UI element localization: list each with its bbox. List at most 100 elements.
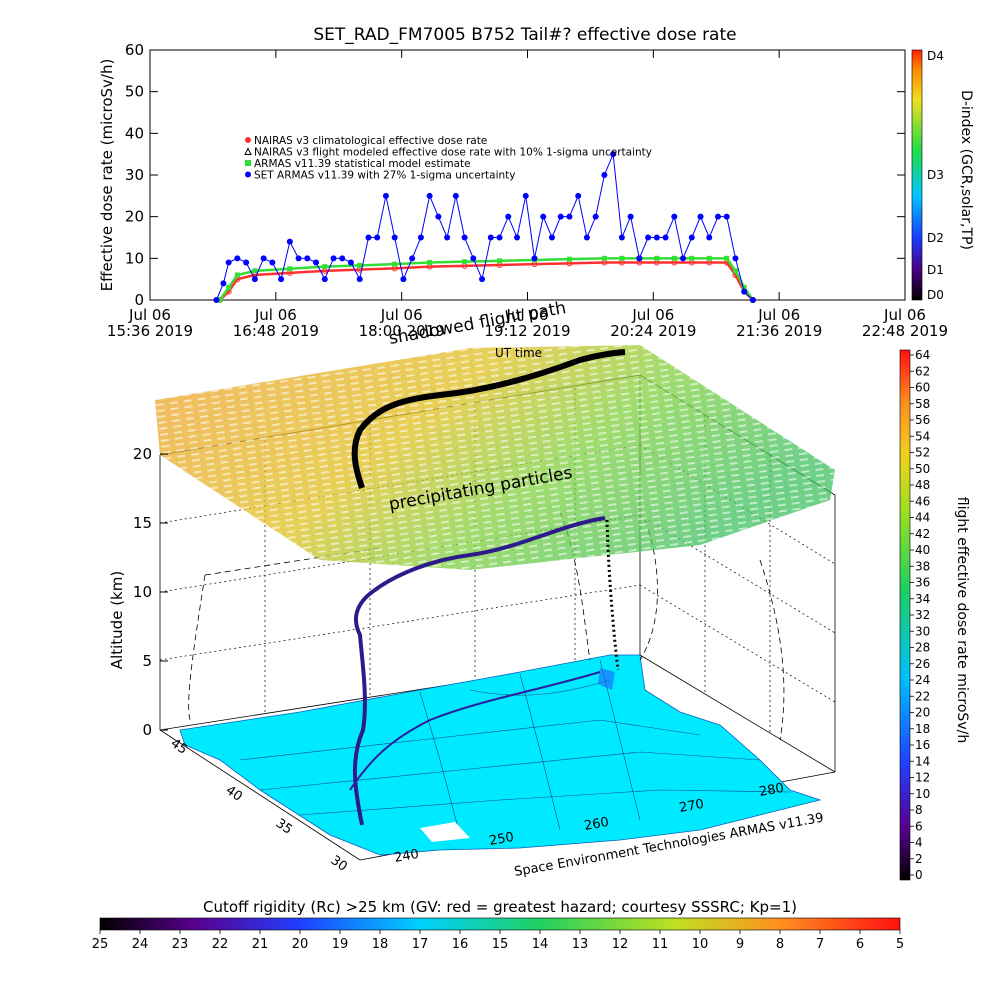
data-point <box>531 255 538 262</box>
x-tick-label-date: Jul 06 <box>254 306 297 324</box>
data-point <box>225 259 232 266</box>
data-point <box>427 260 433 265</box>
data-point <box>213 297 220 303</box>
dose-tick-label: 46 <box>915 494 930 508</box>
dose-tick-label: 36 <box>915 576 930 590</box>
data-point <box>251 276 258 283</box>
dindex-tick-label: D0 <box>927 288 944 302</box>
legend-marker <box>244 147 252 155</box>
dose-colorbar-label: flight effective dose rate microSv/h <box>954 497 970 743</box>
altitude-tick-label: 15 <box>133 514 152 532</box>
dose-tick-label: 22 <box>915 689 930 703</box>
dose-tick-label: 28 <box>915 641 930 655</box>
data-point <box>217 297 223 303</box>
data-point <box>619 255 625 261</box>
dindex-tick-labels: D0 D1 D2 D3 D4 <box>927 49 944 302</box>
x-tick-label-date: Jul 06 <box>128 306 171 324</box>
dindex-tick-label: D1 <box>927 263 944 277</box>
rc-colorbar <box>99 917 901 931</box>
dose-tick-label: 50 <box>915 462 930 476</box>
data-point <box>356 276 363 283</box>
data-point <box>592 213 599 220</box>
longitude-tick-label: 250 <box>488 830 515 849</box>
data-point <box>583 234 590 241</box>
data-point <box>505 213 512 220</box>
data-point <box>382 192 389 199</box>
data-point <box>220 280 227 287</box>
dose-tick-label: 10 <box>915 787 930 801</box>
x-tick-label-time: 19:12 2019 <box>484 322 570 340</box>
dose-tick-label: 6 <box>915 819 923 833</box>
dose-tick-label: 14 <box>915 754 930 768</box>
annotation-ut-time: UT time <box>495 346 542 360</box>
data-point <box>269 259 276 266</box>
dose-sheet <box>155 345 835 570</box>
data-point <box>645 234 652 241</box>
rc-tick-label: 16 <box>452 937 469 952</box>
rc-tick-label: 8 <box>776 937 784 952</box>
data-point <box>723 213 730 220</box>
legend-label: ARMAS v11.39 statistical model estimate <box>254 158 471 170</box>
latitude-tick-label: 35 <box>273 816 295 838</box>
x-tick-label-time: 15:36 2019 <box>107 322 193 340</box>
legend-marker <box>245 137 251 143</box>
data-point <box>689 255 695 261</box>
x-tick-label-date: Jul 06 <box>757 306 800 324</box>
rc-tick-label: 18 <box>372 937 389 952</box>
data-point <box>601 255 607 261</box>
data-point <box>688 234 695 241</box>
rc-tick-label: 13 <box>572 937 589 952</box>
legend-label: NAIRAS v3 climatological effective dose … <box>254 135 487 147</box>
x-tick-label-date: Jul 06 <box>380 306 423 324</box>
x-tick-label-time: 22:48 2019 <box>862 322 948 340</box>
y-tick-label: 0 <box>134 291 144 309</box>
dose-tick-label: 44 <box>915 511 930 525</box>
data-point <box>444 234 451 241</box>
data-point <box>400 276 407 283</box>
y-tick-label: 30 <box>125 166 144 184</box>
rc-tick-label: 23 <box>172 937 189 952</box>
data-point <box>374 234 381 241</box>
data-point <box>322 264 328 270</box>
legend-label: NAIRAS v3 flight modeled effective dose … <box>254 147 652 159</box>
data-point <box>392 261 398 267</box>
data-point <box>313 259 320 266</box>
latitude-tick-label: 30 <box>328 853 350 875</box>
altitude-tick-label: 5 <box>142 652 152 670</box>
data-point <box>260 255 267 262</box>
data-point <box>287 266 293 272</box>
longitude-tick-labels: 240 250 260 270 280 <box>393 781 785 866</box>
longitude-tick-label: 270 <box>678 797 705 816</box>
data-point <box>601 172 608 178</box>
data-point <box>234 272 240 278</box>
data-point <box>548 234 555 241</box>
data-point <box>417 234 424 241</box>
data-point <box>697 213 704 220</box>
dose-tick-labels: 0246810121416182022242628303234363840424… <box>910 348 930 882</box>
dindex-tick-label: D4 <box>927 49 944 63</box>
data-point <box>339 255 346 262</box>
dose-tick-label: 20 <box>915 706 930 720</box>
dose-tick-label: 60 <box>915 381 930 395</box>
data-point <box>741 288 748 295</box>
dose-tick-label: 32 <box>915 608 930 622</box>
data-point <box>636 255 643 262</box>
rc-tick-label: 19 <box>332 937 349 952</box>
rc-tick-label: 7 <box>816 937 824 952</box>
data-point <box>575 192 582 199</box>
dindex-label: D-index (GCR,solar,TP) <box>958 90 974 250</box>
latitude-tick-label: 40 <box>223 783 245 805</box>
dose-tick-label: 18 <box>915 722 930 736</box>
data-point <box>252 268 258 274</box>
time-series-chart: SET_RAD_FM7005 B752 Tail#? effective dos… <box>98 25 974 340</box>
data-point <box>226 285 232 290</box>
data-point <box>278 276 285 283</box>
rc-tick-label: 15 <box>492 937 509 952</box>
data-point <box>452 192 459 199</box>
data-point <box>671 213 678 220</box>
rc-tick-label: 9 <box>736 937 744 952</box>
dose-tick-label: 64 <box>915 348 930 362</box>
legend-marker <box>245 160 251 166</box>
series-layer <box>213 151 756 303</box>
